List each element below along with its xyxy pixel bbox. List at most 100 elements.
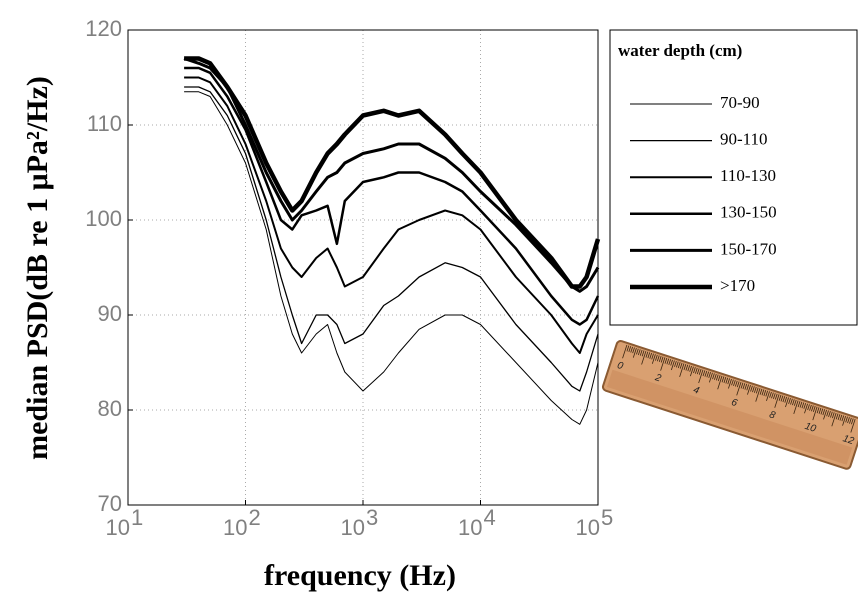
x-tick-label: 10 xyxy=(458,515,482,540)
ruler-tick xyxy=(837,414,841,421)
ruler-tick xyxy=(639,349,643,356)
ruler-tick xyxy=(734,380,738,387)
series-line xyxy=(184,76,599,354)
ruler-tick xyxy=(660,356,664,363)
series-line xyxy=(184,56,601,289)
ruler-tick xyxy=(645,351,649,358)
ruler-tick xyxy=(784,396,788,403)
ruler-tick xyxy=(717,375,723,390)
ruler-tick xyxy=(626,345,630,352)
ruler-tick xyxy=(731,379,734,386)
ruler-tick xyxy=(651,354,656,364)
legend: water depth (cm) 70-90 90-110 110-130 130-1… xyxy=(609,29,858,326)
ruler-tick xyxy=(782,396,786,403)
ruler-tick xyxy=(746,384,750,391)
ruler-tick xyxy=(809,404,812,411)
ruler-tick xyxy=(641,350,645,357)
ruler-tick xyxy=(755,388,761,402)
ruler-tick xyxy=(679,362,683,369)
legend-label: >170 xyxy=(720,276,755,295)
ruler-tick xyxy=(826,410,829,417)
ruler-tick xyxy=(698,369,704,384)
ruler-tick xyxy=(693,367,696,374)
ruler-tick xyxy=(793,399,797,406)
ruler-tick xyxy=(750,385,753,392)
ruler-tick xyxy=(636,348,639,355)
ruler-tick xyxy=(721,376,725,383)
ruler-tick xyxy=(709,372,713,383)
ruler-tick xyxy=(792,399,795,406)
ruler-tick xyxy=(763,389,767,396)
ruler-marks: 0 2 4 6 8 10 12 xyxy=(616,344,856,447)
ruler-tick xyxy=(637,349,641,356)
ruler-label: 6 xyxy=(730,397,739,409)
ruler-tick xyxy=(733,380,736,387)
ruler-tick xyxy=(656,355,660,362)
ruler-tick xyxy=(788,398,791,404)
ruler-label: 4 xyxy=(692,385,701,397)
ruler-tick xyxy=(851,418,854,425)
ruler-tick xyxy=(842,415,847,426)
ruler-tick xyxy=(679,363,685,377)
ruler-tick xyxy=(771,392,774,399)
ruler-tick xyxy=(793,400,799,415)
ruler-tick xyxy=(670,359,673,366)
ruler-tick xyxy=(708,372,711,379)
ruler-tick xyxy=(674,360,677,367)
ruler-tick xyxy=(676,361,679,368)
ruler-tick xyxy=(660,357,666,371)
ruler-tick xyxy=(687,365,691,372)
x-tick-label: 10 xyxy=(106,515,130,540)
ruler-tick xyxy=(761,389,765,396)
ruler-tick xyxy=(822,409,826,416)
ruler-tick xyxy=(828,410,831,417)
ruler-tick xyxy=(816,407,820,414)
ruler-tick xyxy=(677,362,681,369)
ruler-shade xyxy=(606,369,853,465)
ruler-tick xyxy=(736,381,742,396)
ruler-tick xyxy=(799,401,803,408)
ruler-tick xyxy=(759,388,763,395)
ruler-tick xyxy=(641,351,647,365)
ruler-label: 8 xyxy=(768,409,777,421)
ruler-tick xyxy=(831,412,837,427)
ruler-tick xyxy=(818,407,822,414)
ruler-tick xyxy=(830,411,833,418)
ruler-tick xyxy=(807,404,810,411)
ruler-tick xyxy=(778,394,782,401)
series-line xyxy=(184,91,599,425)
ruler-tick xyxy=(831,412,835,419)
ruler-tick xyxy=(651,353,654,360)
ruler-tick xyxy=(704,370,708,377)
ruler-tick xyxy=(765,390,769,397)
x-tick-exponent: 5 xyxy=(601,505,613,530)
ruler-tick xyxy=(773,393,776,400)
ruler-tick xyxy=(683,364,687,370)
ruler-tick xyxy=(823,409,827,420)
ruler-tick xyxy=(632,347,637,358)
ruler-tick xyxy=(845,416,848,423)
legend-label: 130-150 xyxy=(720,203,777,222)
ruler-tick xyxy=(780,395,784,402)
ruler-tick xyxy=(723,377,727,383)
ruler-tick xyxy=(839,414,843,421)
ruler-tick xyxy=(820,408,824,415)
y-tick-label: 70 xyxy=(98,491,122,516)
ruler-tick xyxy=(736,381,740,388)
grid xyxy=(127,29,599,506)
x-tick-exponent: 4 xyxy=(484,505,496,530)
plot-frame xyxy=(127,29,599,506)
y-tick-label: 120 xyxy=(85,16,122,41)
series-line xyxy=(184,66,600,326)
ruler-tick xyxy=(628,346,632,353)
legend-items: 70-90 90-110 110-130 130-150 150-170 >170 xyxy=(630,93,777,295)
ruler-tick xyxy=(755,387,759,394)
ruler-tick xyxy=(664,357,668,364)
ruler-tick xyxy=(849,417,852,424)
ruler-tick xyxy=(812,406,816,413)
ruler-tick xyxy=(804,403,808,414)
ruler-tick xyxy=(774,393,778,400)
x-tick-label: 10 xyxy=(576,515,600,540)
ruler-tick xyxy=(728,378,732,389)
